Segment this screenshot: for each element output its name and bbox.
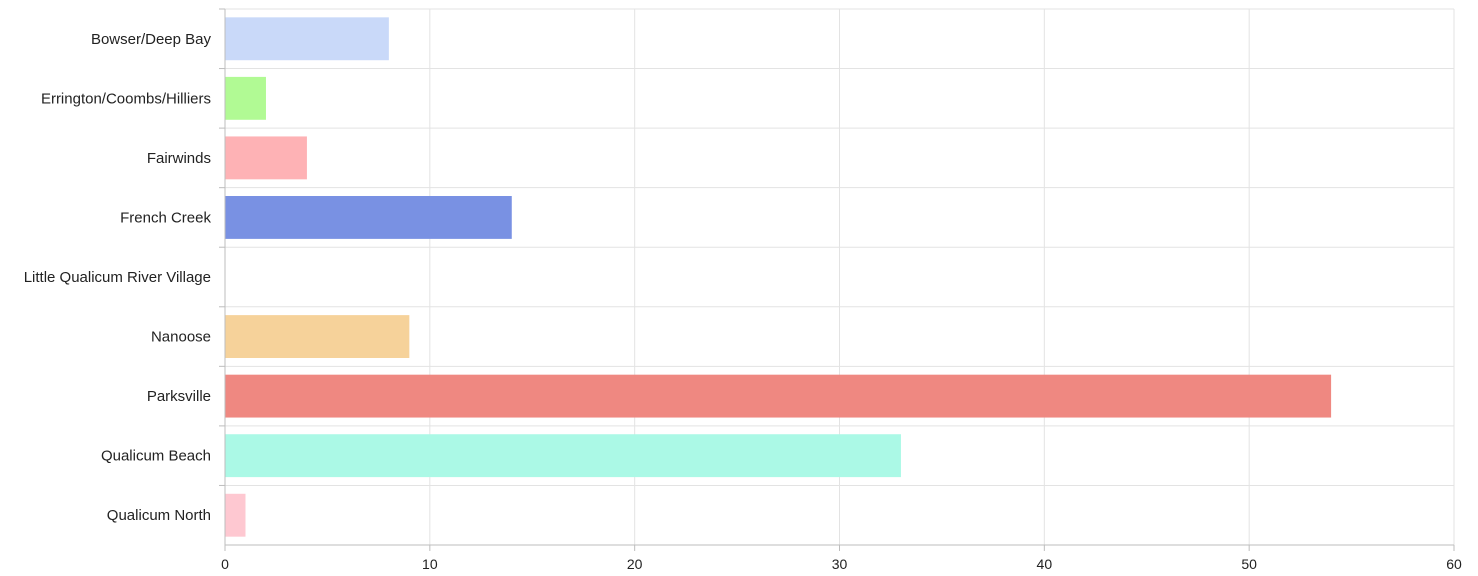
bar[interactable] [225, 76, 266, 120]
category-label: Bowser/Deep Bay [91, 31, 212, 48]
category-label: Errington/Coombs/Hilliers [41, 90, 211, 107]
labels: 0 10 20 30 40 50 60 Bowser/Deep Bay Errington/Co… [24, 31, 1462, 572]
bar[interactable] [225, 434, 901, 478]
bar[interactable] [225, 196, 512, 239]
category-label: Qualicum Beach [101, 448, 211, 465]
category-label: Parksville [147, 388, 211, 405]
bar[interactable] [225, 17, 389, 61]
category-label: Nanoose [151, 329, 211, 346]
bar[interactable] [225, 315, 410, 358]
category-label: Qualicum North [107, 507, 211, 524]
bar[interactable] [225, 493, 246, 537]
bar[interactable] [225, 374, 1332, 418]
axes [219, 8, 1455, 551]
x-tick-label: 50 [1241, 556, 1257, 572]
bar[interactable] [225, 136, 307, 180]
category-label: Fairwinds [147, 150, 211, 167]
x-tick-label: 0 [221, 556, 229, 572]
bars [225, 17, 1332, 537]
category-label: French Creek [120, 209, 211, 226]
category-label: Little Qualicum River Village [24, 269, 211, 286]
x-tick-label: 30 [832, 556, 848, 572]
x-tick-label: 60 [1446, 556, 1462, 572]
x-tick-label: 20 [627, 556, 643, 572]
x-tick-label: 40 [1037, 556, 1053, 572]
x-tick-label: 10 [422, 556, 438, 572]
